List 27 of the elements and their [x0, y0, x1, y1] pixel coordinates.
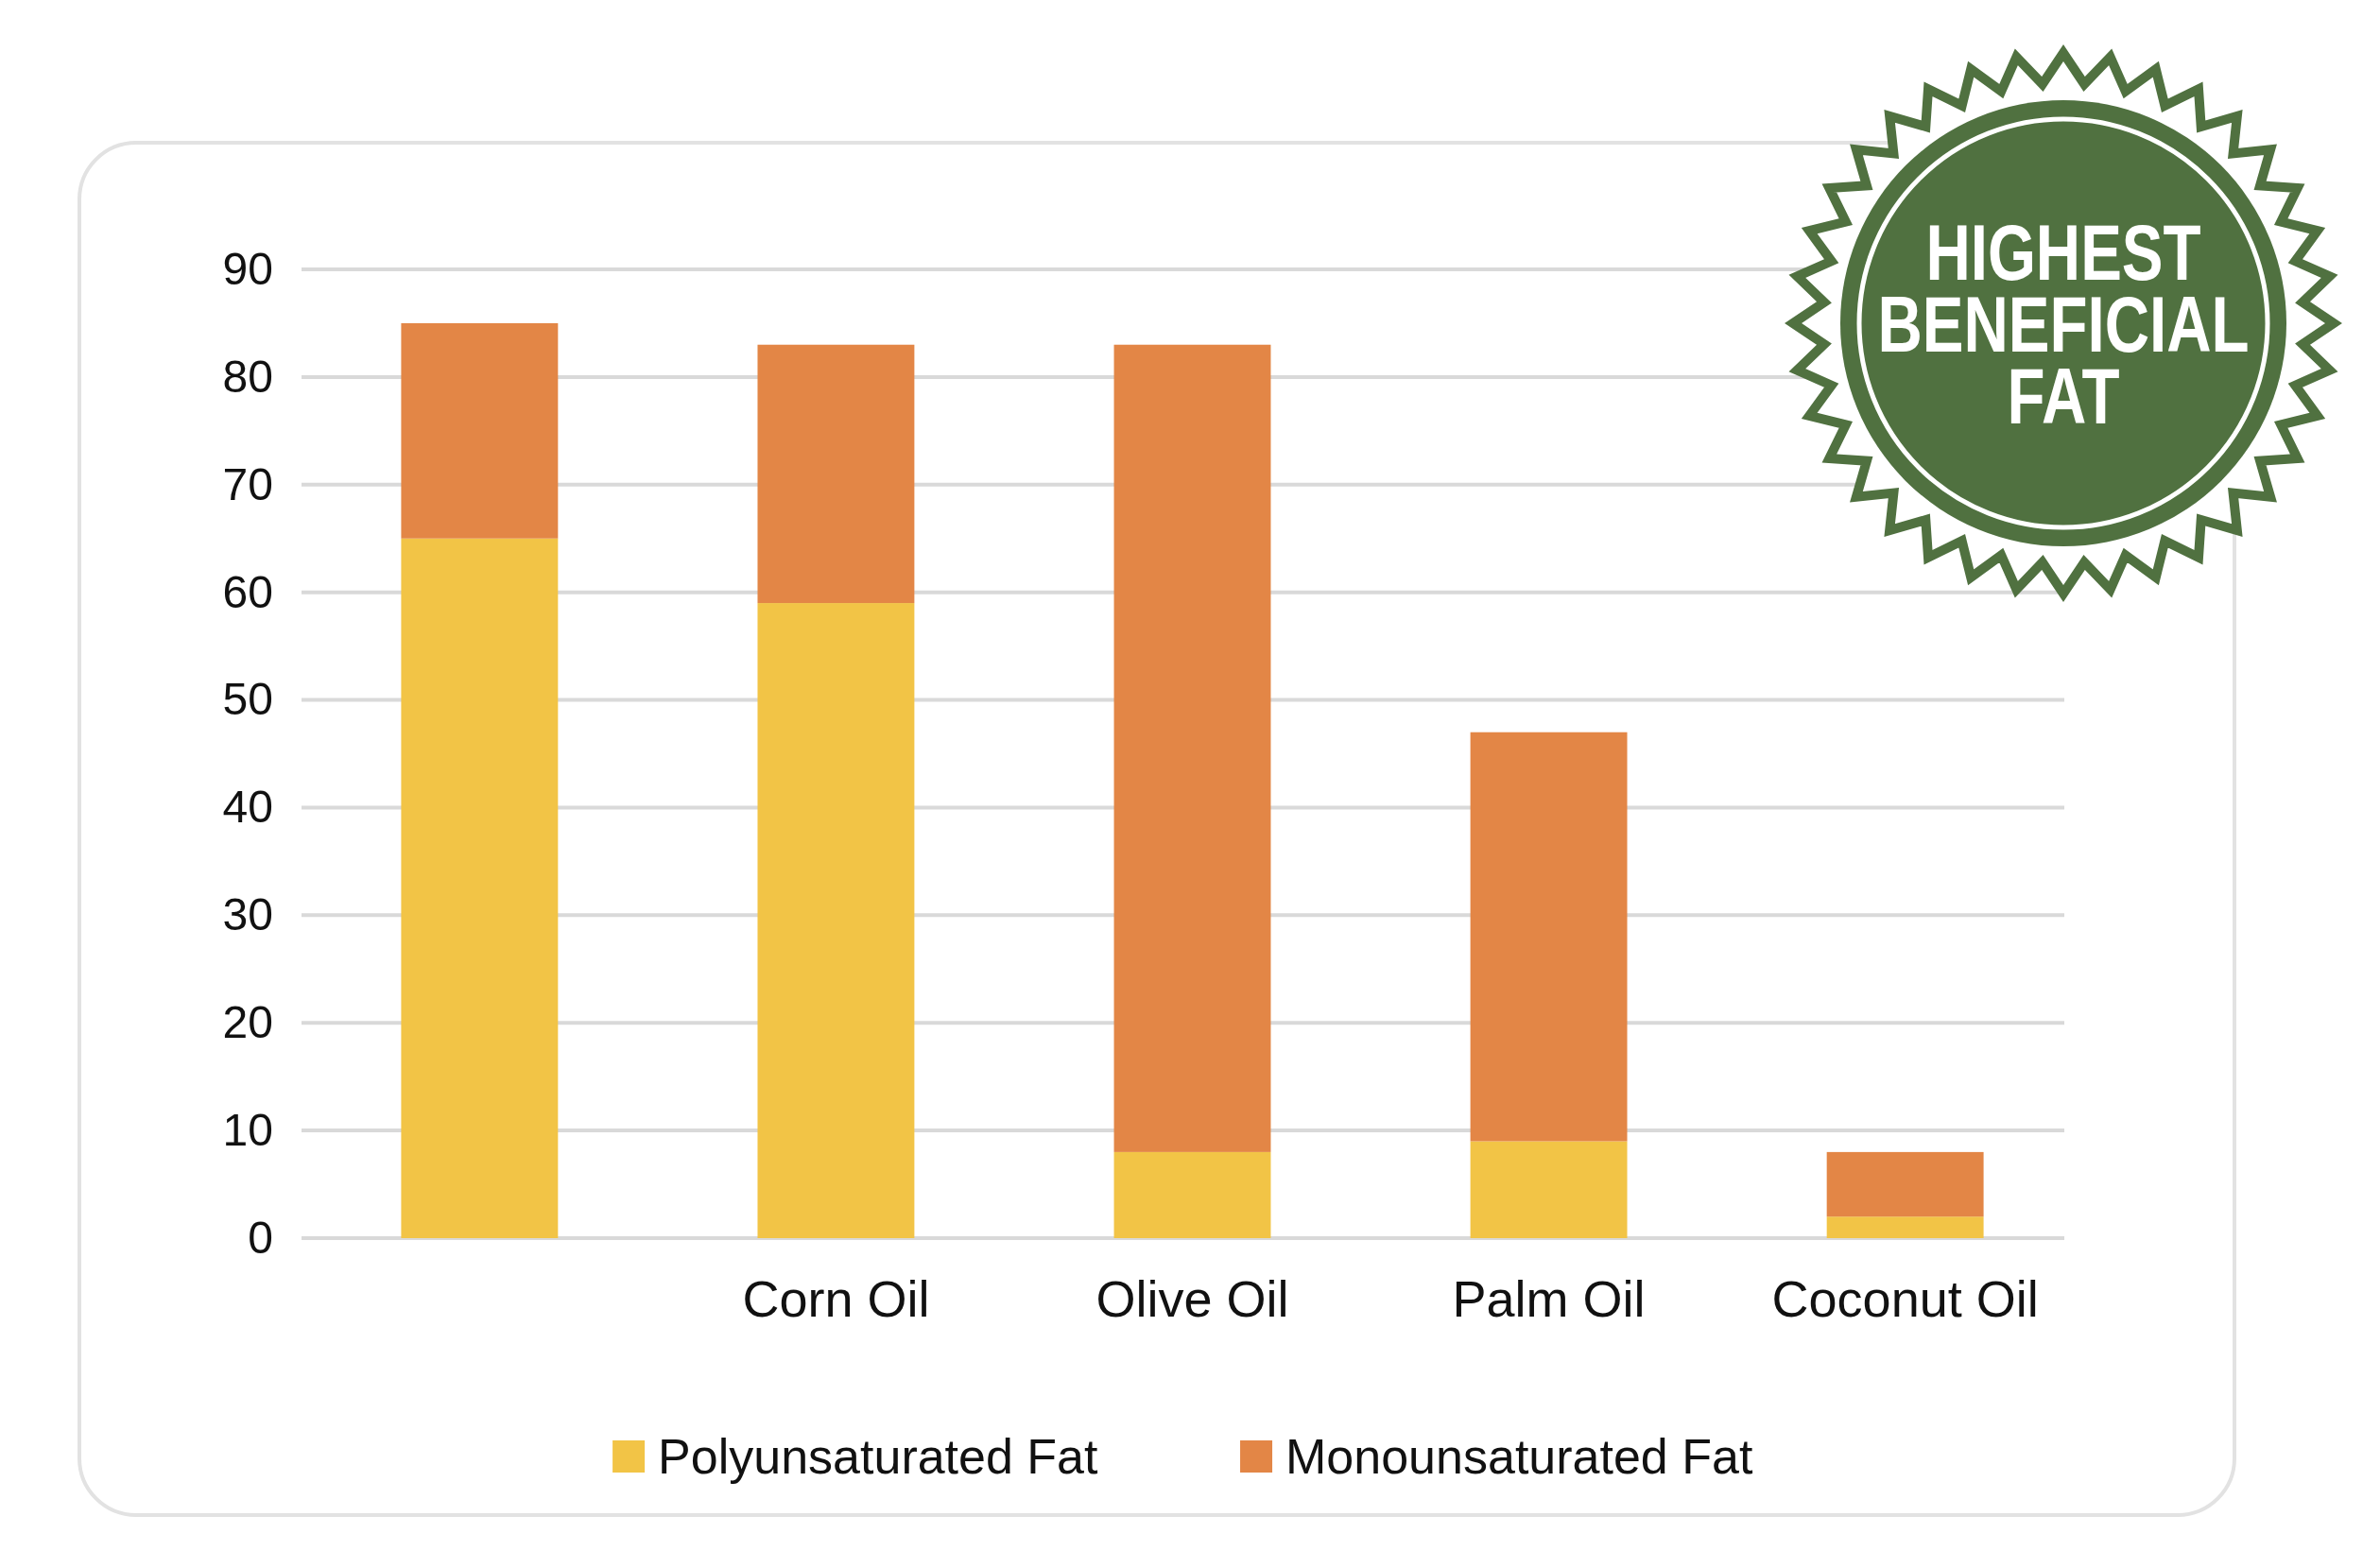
- y-tick-label: 0: [248, 1212, 273, 1263]
- y-tick-label: 20: [222, 997, 273, 1048]
- bar: [1826, 1216, 1984, 1238]
- legend-label: Polyunsaturated Fat: [658, 1429, 1099, 1485]
- bar: [757, 344, 915, 604]
- y-tick-label: 30: [222, 889, 273, 940]
- bar: [757, 603, 915, 1238]
- legend-label: Monounsaturated Fat: [1285, 1429, 1753, 1485]
- bar: [1113, 344, 1271, 1152]
- bar: [1470, 1141, 1628, 1238]
- y-tick-label: 50: [222, 674, 273, 725]
- x-tick-label: Corn Oil: [742, 1270, 930, 1328]
- x-tick-label: Palm Oil: [1452, 1270, 1646, 1328]
- bar: [401, 322, 559, 539]
- y-tick-label: 60: [222, 566, 273, 617]
- y-tick-label: 40: [222, 782, 273, 833]
- x-tick-label: Coconut Oil: [1771, 1270, 2039, 1328]
- y-tick-label: 10: [222, 1104, 273, 1155]
- bar: [1826, 1151, 1984, 1217]
- y-tick-label: 80: [222, 351, 273, 402]
- y-tick-label: 90: [222, 243, 273, 294]
- y-tick-label: 70: [222, 458, 273, 509]
- bar: [1470, 732, 1628, 1142]
- bar: [401, 538, 559, 1238]
- annotation: HIGHEST BENEFICIAL FAT: [1877, 208, 2250, 440]
- bar: [1113, 1151, 1271, 1238]
- x-tick-label: Olive Oil: [1095, 1270, 1289, 1328]
